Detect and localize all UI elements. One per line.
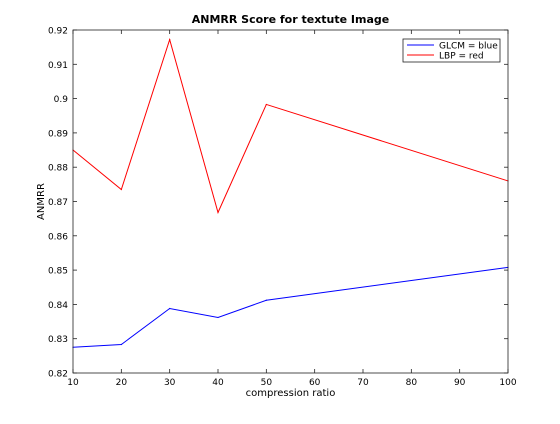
tick-layer: 10 20 30 40 50 60 70 80 90 100 0.82 0.83 0.84 0.85 0.8…: [48, 27, 517, 389]
y-tick-label: 0.82: [48, 370, 68, 380]
series-line-lbp: [72, 37, 509, 214]
y-tick-label: 0.9: [54, 95, 69, 105]
legend-label-lbp: LBP = red: [439, 52, 484, 62]
y-tick-label: 0.91: [48, 61, 68, 71]
chart-title: ANMRR Score for textute Image: [192, 13, 390, 26]
y-tick-label: 0.83: [48, 335, 68, 345]
y-tick-label: 0.85: [48, 267, 68, 277]
data-point: [265, 299, 267, 301]
x-tick-label: 60: [309, 378, 321, 388]
data-point: [217, 316, 219, 319]
y-tick-label: 0.89: [48, 129, 68, 139]
x-axis-label: compression ratio: [246, 388, 336, 399]
x-tick-label: 30: [164, 378, 176, 388]
legend: GLCM = blue LBP = red: [402, 38, 501, 63]
data-point: [217, 211, 219, 214]
x-tick-label: 40: [212, 378, 224, 388]
data-point: [169, 307, 171, 310]
x-tick-label: 10: [67, 378, 79, 388]
legend-label-glcm: GLCM = blue: [439, 42, 498, 52]
plot-area: [73, 30, 508, 373]
data-point: [120, 188, 122, 191]
x-tick-label: 100: [499, 378, 516, 388]
x-tick-label: 80: [406, 378, 418, 388]
x-tick-label: 70: [357, 378, 369, 388]
y-tick-label: 0.86: [48, 232, 68, 242]
y-tick-label: 0.87: [48, 198, 68, 208]
y-axis-label: ANMRR: [36, 183, 47, 220]
y-tick-label: 0.84: [48, 301, 68, 311]
data-point: [265, 103, 267, 106]
series-line-glcm: [72, 266, 509, 348]
y-tick-label: 0.88: [48, 164, 68, 174]
x-tick-label: 20: [116, 378, 128, 388]
x-tick-label: 90: [454, 378, 466, 388]
data-point: [120, 343, 122, 346]
data-point: [169, 39, 171, 41]
y-tick-label: 0.92: [48, 27, 68, 37]
x-tick-label: 50: [261, 378, 273, 388]
